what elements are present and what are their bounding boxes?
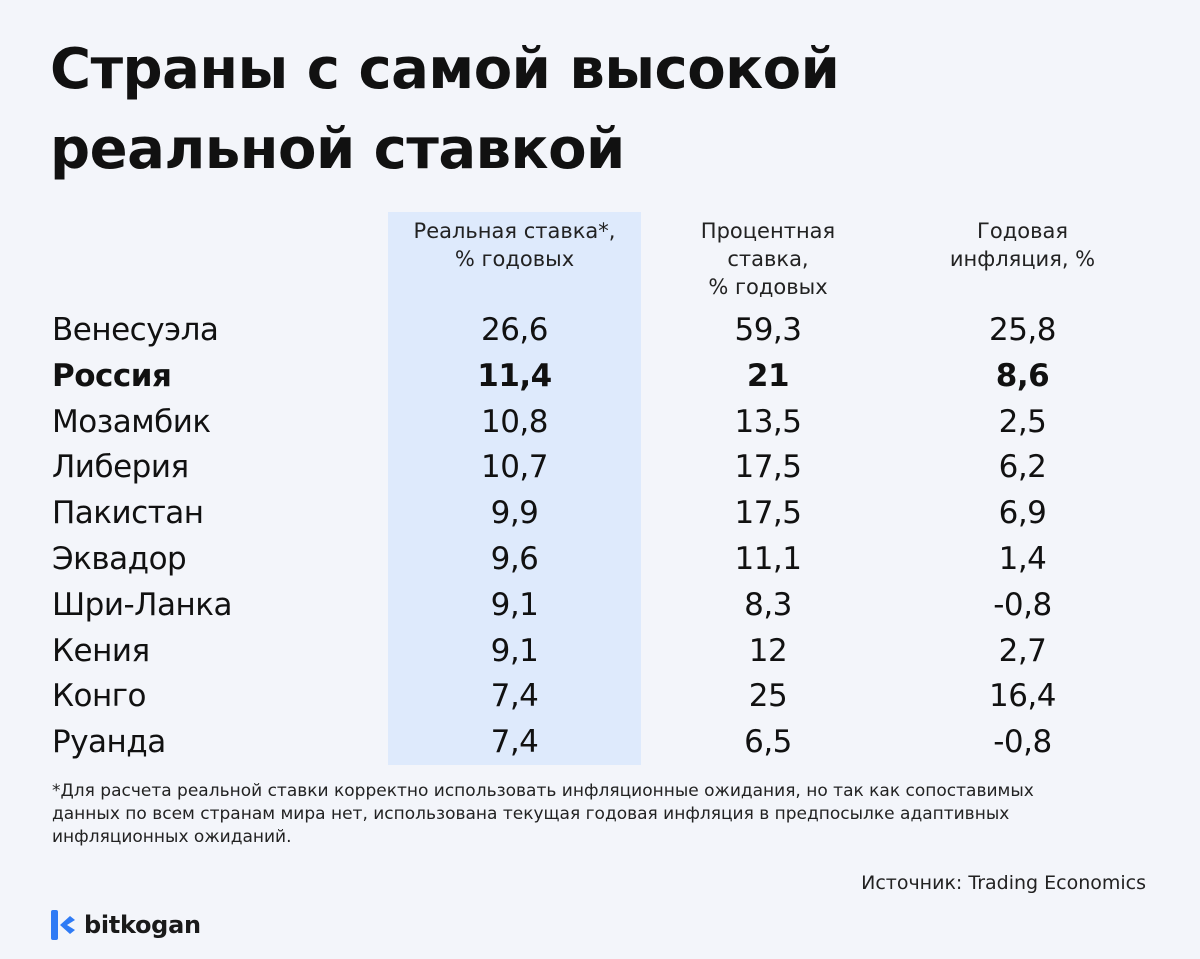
cell-infl: 6,2 — [998, 449, 1047, 486]
country-name: Эквадор — [52, 540, 187, 577]
cell-real: 9,1 — [490, 632, 539, 669]
table-row: Конго 7,4 25 16,4 — [0, 674, 1200, 720]
cell-infl: 2,7 — [998, 632, 1047, 669]
cell-infl: 16,4 — [988, 678, 1057, 715]
column-header-real-rate: Реальная ставка*, % годовых — [413, 219, 616, 271]
country-name: Мозамбик — [52, 403, 211, 440]
cell-infl: 2,5 — [998, 403, 1047, 440]
table-row: Кения 9,1 12 2,7 — [0, 629, 1200, 675]
cell-rate: 6,5 — [744, 724, 792, 761]
brand-name: bitkogan — [84, 911, 201, 939]
country-name: Шри-Ланка — [52, 586, 232, 623]
cell-rate: 21 — [746, 357, 790, 394]
table-row: Руанда 7,4 6,5 -0,8 — [0, 720, 1200, 766]
source-note: Источник: Trading Economics — [861, 872, 1146, 894]
cell-infl: -0,8 — [993, 586, 1052, 623]
bitkogan-logo-icon — [51, 910, 75, 940]
table-row: Россия 11,4 21 8,6 — [0, 354, 1200, 400]
table-row: Пакистан 9,9 17,5 6,9 — [0, 491, 1200, 537]
table-row: Эквадор 9,6 11,1 1,4 — [0, 537, 1200, 583]
cell-real: 9,9 — [490, 495, 539, 532]
title-line-2: реальной ставкой — [50, 117, 625, 182]
cell-rate: 59,3 — [734, 312, 802, 348]
footnote: *Для расчета реальной ставки корректно и… — [52, 781, 1034, 847]
country-name: Пакистан — [52, 495, 204, 532]
country-name: Руанда — [52, 724, 166, 761]
country-name: Россия — [52, 357, 172, 394]
real-rate-column-highlight — [388, 212, 641, 765]
cell-real: 10,8 — [480, 403, 549, 440]
cell-rate: 25 — [748, 678, 788, 715]
country-name: Венесуэла — [52, 312, 219, 348]
table-body: Венесуэла 26,6 59,3 25,8 Россия 11,4 21 8,6 Моза… — [0, 308, 1200, 766]
cell-real: 9,1 — [490, 586, 539, 623]
cell-real: 9,6 — [490, 540, 539, 577]
cell-rate: 13,5 — [734, 403, 802, 440]
column-header-inflation: Годовая инфляция, % — [949, 219, 1096, 271]
column-header-interest-rate: Процентная ставка, % годовых — [700, 219, 836, 299]
page-title: Страны с самой высокой реальной ставкой — [50, 30, 1150, 190]
cell-real: 7,4 — [490, 724, 539, 761]
cell-infl: 8,6 — [995, 357, 1050, 394]
table-row: Мозамбик 10,8 13,5 2,5 — [0, 400, 1200, 446]
cell-real: 7,4 — [490, 678, 539, 715]
country-name: Конго — [52, 678, 147, 715]
cell-real: 10,7 — [480, 449, 549, 486]
brand-logo: bitkogan — [48, 908, 201, 942]
cell-rate: 8,3 — [744, 586, 792, 623]
country-name: Либерия — [52, 449, 189, 486]
country-name: Кения — [52, 632, 150, 669]
cell-real: 11,4 — [477, 357, 552, 394]
table-row: Шри-Ланка 9,1 8,3 -0,8 — [0, 583, 1200, 629]
cell-rate: 12 — [748, 632, 788, 669]
cell-infl: 25,8 — [988, 312, 1057, 348]
cell-infl: 6,9 — [998, 495, 1047, 532]
cell-infl: -0,8 — [993, 724, 1052, 761]
cell-real: 26,6 — [480, 312, 549, 348]
cell-rate: 17,5 — [734, 495, 802, 532]
cell-infl: 1,4 — [998, 540, 1047, 577]
table-row: Либерия 10,7 17,5 6,2 — [0, 445, 1200, 491]
title-line-1: Страны с самой высокой — [50, 37, 840, 102]
table-row: Венесуэла 26,6 59,3 25,8 — [0, 308, 1200, 354]
cell-rate: 17,5 — [734, 449, 802, 486]
cell-rate: 11,1 — [734, 540, 802, 577]
